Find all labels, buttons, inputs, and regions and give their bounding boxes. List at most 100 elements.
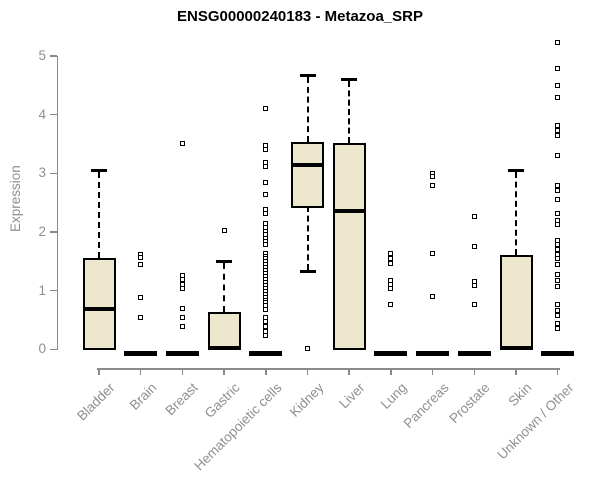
outlier-point xyxy=(555,312,561,318)
outlier-point xyxy=(263,332,269,338)
outlier-point xyxy=(555,152,561,158)
outlier-point xyxy=(388,260,394,266)
outlier-point xyxy=(179,314,185,320)
x-category-label: Breast xyxy=(162,380,201,419)
outlier-point xyxy=(179,323,185,329)
outlier-point xyxy=(263,191,269,197)
box-skin xyxy=(499,255,533,351)
upper-whisker-cap xyxy=(341,77,358,81)
outlier-point xyxy=(430,174,436,180)
outlier-point xyxy=(555,242,561,248)
outlier-point xyxy=(555,132,561,138)
outlier-point xyxy=(388,277,394,283)
outlier-point xyxy=(263,211,269,217)
outlier-point xyxy=(471,302,477,308)
x-category-label: Pancreas xyxy=(400,380,452,431)
collapsed-box-hematopoietic-cells xyxy=(249,351,283,357)
outlier-point xyxy=(471,283,477,289)
x-category-label: Bladder xyxy=(74,380,118,424)
outlier-point xyxy=(388,285,394,291)
outlier-point xyxy=(388,301,394,307)
upper-whisker-cap xyxy=(91,168,107,172)
upper-whisker-cap xyxy=(508,168,524,172)
outlier-point xyxy=(555,65,561,71)
x-axis-tick xyxy=(181,368,184,375)
x-axis-tick xyxy=(556,368,559,375)
outlier-point xyxy=(555,272,561,278)
collapsed-box-unknown-other xyxy=(541,351,575,357)
chart-title: ENSG00000240183 - Metazoa_SRP xyxy=(177,8,423,25)
outlier-point xyxy=(305,345,310,351)
outlier-point xyxy=(263,314,269,320)
outlier-point xyxy=(179,285,185,291)
outlier-point xyxy=(555,308,561,314)
y-axis-tick xyxy=(50,289,57,292)
y-tick-label: 0 xyxy=(38,341,46,357)
outlier-point xyxy=(430,293,436,299)
outlier-point xyxy=(555,247,561,253)
outlier-point xyxy=(555,94,561,100)
median-line xyxy=(207,345,241,350)
x-category-label: Liver xyxy=(336,380,368,412)
y-tick-label: 2 xyxy=(38,223,46,239)
outlier-point xyxy=(555,255,561,261)
x-axis-tick xyxy=(431,368,434,375)
outlier-point xyxy=(555,82,561,88)
median-line xyxy=(332,209,366,214)
outlier-point xyxy=(263,319,269,325)
outlier-point xyxy=(138,254,144,260)
y-tick-label: 4 xyxy=(38,106,46,122)
outlier-point xyxy=(555,127,561,133)
upper-whisker-cap xyxy=(216,259,233,263)
outlier-point xyxy=(263,242,269,248)
x-category-label: Unknown / Other xyxy=(494,380,577,463)
outlier-point xyxy=(555,325,561,331)
box-gastric xyxy=(207,312,241,351)
x-axis-tick xyxy=(223,368,225,375)
upper-whisker xyxy=(306,77,309,142)
outlier-point xyxy=(138,262,144,268)
outlier-point xyxy=(430,250,436,256)
upper-whisker xyxy=(348,80,351,144)
collapsed-box-prostate xyxy=(457,351,491,357)
outlier-point xyxy=(555,261,561,267)
outlier-point xyxy=(555,39,561,45)
collapsed-box-breast xyxy=(165,351,199,357)
y-tick-label: 1 xyxy=(38,282,46,298)
x-axis-tick xyxy=(139,368,142,375)
outlier-point xyxy=(471,244,477,250)
box-kidney xyxy=(291,141,324,208)
upper-whisker-cap xyxy=(299,74,316,78)
y-tick-label: 5 xyxy=(38,47,46,63)
median-line xyxy=(82,307,116,312)
x-axis-tick xyxy=(348,368,350,375)
outlier-point xyxy=(263,142,269,148)
outlier-point xyxy=(555,188,561,194)
outlier-point xyxy=(555,278,561,284)
outlier-point xyxy=(263,323,269,329)
outlier-point xyxy=(388,250,394,256)
outlier-point xyxy=(555,302,561,308)
outlier-point xyxy=(179,306,185,312)
x-axis-tick xyxy=(98,368,100,375)
outlier-point xyxy=(555,182,561,188)
y-axis-line xyxy=(56,56,58,350)
outlier-point xyxy=(263,179,269,185)
outlier-point xyxy=(555,210,561,216)
collapsed-box-lung xyxy=(374,351,408,357)
x-axis-tick xyxy=(390,368,392,375)
outlier-point xyxy=(555,222,561,228)
outlier-point xyxy=(471,214,477,220)
median-line xyxy=(499,345,533,350)
outlier-point xyxy=(555,217,561,223)
upper-whisker xyxy=(223,262,226,313)
box-liver xyxy=(332,143,366,351)
outlier-point xyxy=(555,197,561,203)
outlier-point xyxy=(555,320,561,326)
y-axis-tick xyxy=(50,348,57,351)
outlier-point xyxy=(263,307,269,313)
collapsed-box-brain xyxy=(124,351,158,357)
lower-whisker xyxy=(306,205,309,271)
upper-whisker xyxy=(98,171,100,258)
